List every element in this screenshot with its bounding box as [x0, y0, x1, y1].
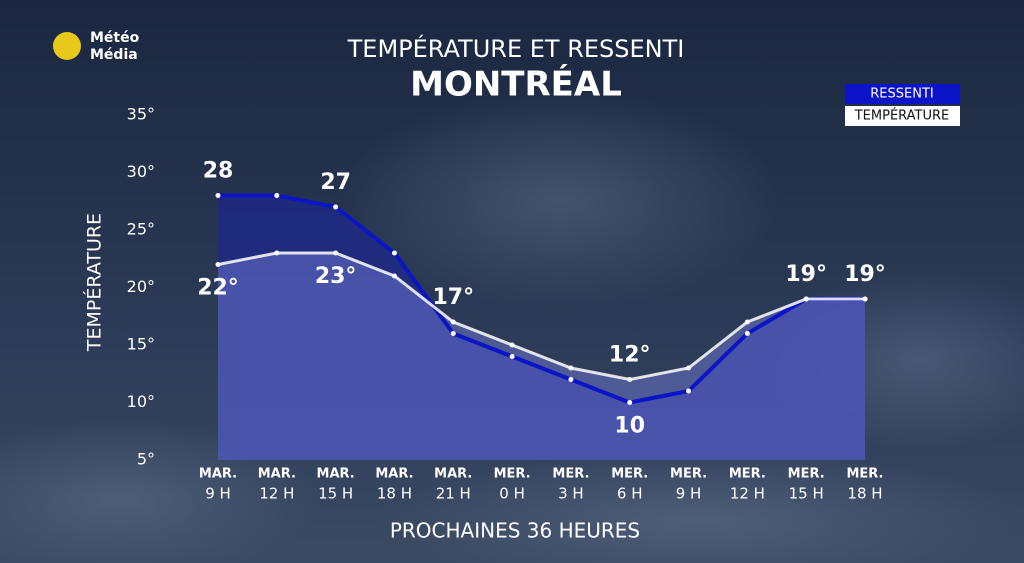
- x-tick-label: 9 H: [205, 485, 231, 503]
- chart-title: TEMPÉRATURE ET RESSENTI: [347, 34, 685, 63]
- cloud: [340, 90, 780, 310]
- x-tick-label: 12 H: [730, 485, 765, 503]
- y-tick-label: 30°: [127, 162, 155, 181]
- x-tick-label: MER.: [729, 467, 766, 482]
- x-tick-label: MER.: [611, 467, 648, 482]
- y-tick-label: 10°: [127, 392, 155, 411]
- data-label: 10: [614, 414, 645, 439]
- point: [215, 262, 221, 267]
- x-tick-label: 15 H: [789, 485, 824, 503]
- point: [627, 377, 633, 382]
- y-tick-label: 25°: [127, 220, 155, 239]
- x-axis-label: PROCHAINES 36 HEURES: [390, 519, 640, 543]
- x-tick-label: 0 H: [499, 485, 525, 503]
- data-label: 17°: [432, 285, 474, 310]
- x-tick-label: 15 H: [318, 485, 353, 503]
- x-tick-label: MER.: [846, 467, 883, 482]
- line: [217, 251, 865, 382]
- legend-swatch: [845, 106, 960, 126]
- x-tick-label: MER.: [494, 467, 531, 482]
- y-tick-label: 20°: [127, 277, 155, 296]
- data-label: 22°: [197, 276, 239, 301]
- legend-label: TEMPÉRATURE: [854, 108, 950, 124]
- x-tick-label: MAR.: [317, 467, 355, 482]
- cloud: [380, 450, 1020, 563]
- data-label: 23°: [315, 264, 357, 289]
- point: [274, 193, 280, 198]
- x-tick-label: 3 H: [558, 485, 584, 503]
- chart-subtitle: MONTRÉAL: [410, 64, 622, 105]
- point: [215, 193, 221, 198]
- point: [744, 331, 750, 336]
- legend-swatch: [845, 84, 960, 104]
- logo-icon: [53, 32, 81, 60]
- x-tick-label: MAR.: [434, 467, 472, 482]
- data-label: 27: [320, 170, 351, 195]
- x-tick-label: MER.: [552, 467, 589, 482]
- x-tick-label: MER.: [670, 467, 707, 482]
- point: [862, 296, 868, 302]
- point: [509, 354, 515, 359]
- data-label: 12°: [609, 343, 651, 368]
- x-tick-label: MAR.: [375, 467, 413, 482]
- logo-text: Média: [90, 47, 138, 63]
- point: [450, 319, 456, 325]
- logo-text: Météo: [90, 30, 140, 46]
- point: [627, 400, 633, 405]
- x-tick-label: 6 H: [617, 485, 643, 503]
- x-tick-label: 18 H: [847, 485, 882, 503]
- point: [391, 250, 397, 256]
- line: [218, 193, 865, 405]
- x-tick-label: MAR.: [258, 467, 296, 482]
- x-tick-label: MAR.: [199, 467, 237, 482]
- data-label: 28: [203, 159, 234, 184]
- point: [274, 250, 280, 256]
- point: [686, 365, 692, 371]
- y-tick-label: 35°: [127, 105, 155, 124]
- point: [568, 377, 574, 382]
- data-label: 19°: [785, 262, 827, 287]
- point: [509, 342, 515, 348]
- y-tick-label: 15°: [127, 335, 155, 354]
- point: [391, 273, 397, 279]
- y-axis-label: TEMPÉRATURE: [83, 213, 106, 352]
- point: [450, 331, 456, 336]
- point: [803, 296, 809, 302]
- point: [333, 204, 339, 210]
- y-tick-label: 5°: [137, 450, 155, 469]
- point: [333, 250, 339, 256]
- x-tick-label: 18 H: [377, 485, 412, 503]
- legend-label: RESSENTI: [870, 87, 933, 102]
- data-label: 19°: [844, 262, 886, 287]
- x-tick-label: 12 H: [259, 485, 294, 503]
- point: [686, 388, 692, 394]
- point: [568, 365, 574, 371]
- point: [744, 319, 750, 325]
- logo: Météo Média: [53, 30, 140, 63]
- x-tick-label: 9 H: [676, 485, 702, 503]
- x-tick-label: MER.: [788, 467, 825, 482]
- x-tick-label: 21 H: [436, 485, 471, 503]
